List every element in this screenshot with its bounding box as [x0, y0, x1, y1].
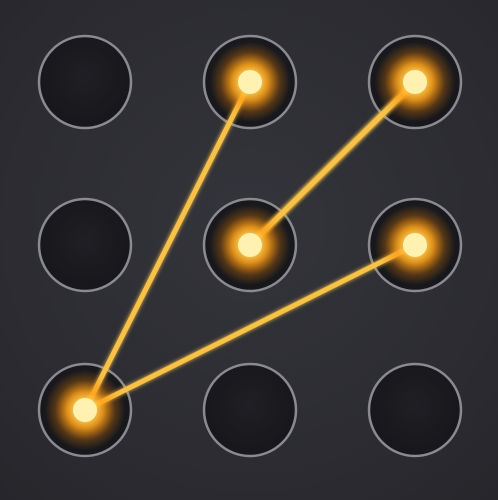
pattern-segment-6: [82, 242, 418, 413]
pattern-dot-6-core: [403, 233, 427, 257]
pattern-dot-7-core: [73, 398, 97, 422]
pattern-dot-9[interactable]: [367, 362, 463, 458]
pattern-segment-1: [82, 79, 253, 413]
pattern-dot-1[interactable]: [37, 34, 133, 130]
pattern-dot-3-core: [403, 70, 427, 94]
pattern-dot-8[interactable]: [202, 362, 298, 458]
pattern-dot-2-core: [238, 70, 262, 94]
pattern-active-glows: [45, 42, 455, 450]
pattern-dot-5-core: [238, 233, 262, 257]
pattern-dot-4[interactable]: [37, 197, 133, 293]
